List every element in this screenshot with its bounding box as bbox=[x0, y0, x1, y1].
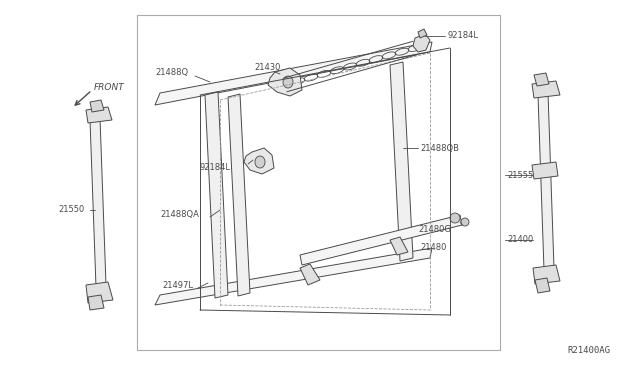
Text: 21400: 21400 bbox=[507, 235, 533, 244]
Text: 92184L: 92184L bbox=[447, 32, 478, 41]
Polygon shape bbox=[244, 148, 274, 174]
Text: 21488QB: 21488QB bbox=[420, 144, 459, 153]
Text: 21480G: 21480G bbox=[418, 225, 451, 234]
Text: 21488Q: 21488Q bbox=[155, 68, 188, 77]
Polygon shape bbox=[228, 94, 250, 296]
Polygon shape bbox=[535, 278, 550, 293]
Text: 21488QA: 21488QA bbox=[160, 211, 199, 219]
Text: 21555: 21555 bbox=[507, 170, 533, 180]
Polygon shape bbox=[390, 237, 408, 255]
Polygon shape bbox=[205, 92, 228, 298]
Circle shape bbox=[450, 213, 460, 223]
Polygon shape bbox=[538, 93, 554, 270]
Text: 21480: 21480 bbox=[420, 244, 446, 253]
Polygon shape bbox=[155, 42, 432, 105]
Polygon shape bbox=[86, 282, 113, 303]
Polygon shape bbox=[532, 81, 560, 98]
Polygon shape bbox=[90, 118, 106, 287]
Polygon shape bbox=[390, 62, 413, 261]
Text: 21550: 21550 bbox=[58, 205, 84, 215]
Text: FRONT: FRONT bbox=[94, 83, 125, 93]
Polygon shape bbox=[88, 295, 104, 310]
Ellipse shape bbox=[255, 156, 265, 168]
Text: R21400AG: R21400AG bbox=[567, 346, 610, 355]
Text: 21497L: 21497L bbox=[162, 280, 193, 289]
Ellipse shape bbox=[283, 76, 293, 88]
Polygon shape bbox=[300, 264, 320, 285]
Polygon shape bbox=[268, 68, 302, 96]
Polygon shape bbox=[155, 248, 432, 305]
Polygon shape bbox=[300, 215, 462, 265]
Polygon shape bbox=[418, 29, 427, 38]
Text: 21430: 21430 bbox=[254, 64, 280, 73]
Polygon shape bbox=[137, 15, 500, 350]
Polygon shape bbox=[86, 107, 112, 123]
Polygon shape bbox=[532, 162, 558, 179]
Polygon shape bbox=[534, 73, 549, 86]
Text: 92184L: 92184L bbox=[200, 164, 231, 173]
Polygon shape bbox=[533, 265, 560, 284]
Polygon shape bbox=[413, 34, 430, 52]
Polygon shape bbox=[90, 100, 104, 112]
Circle shape bbox=[461, 218, 469, 226]
